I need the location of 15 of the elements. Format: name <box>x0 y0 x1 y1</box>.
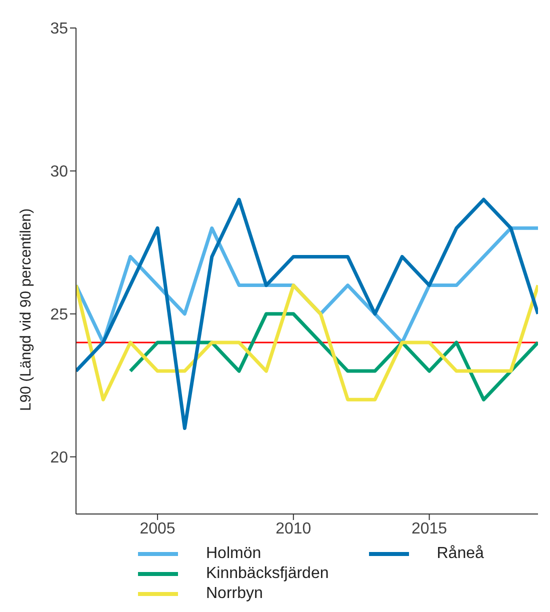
x-tick-label: 2005 <box>140 520 176 538</box>
line-series <box>128 312 538 402</box>
y-tick-label: 30 <box>50 164 68 181</box>
x-tick-label: 2015 <box>411 520 448 538</box>
x-tick-label: 2010 <box>276 520 312 538</box>
legend-label: Råneå <box>436 545 484 563</box>
y-tick-label: 25 <box>50 306 68 324</box>
legend-label: Kinnbäcksfjärden <box>206 565 329 583</box>
y-axis-title: L90 (Längd vid 90 percentilen) <box>17 208 34 411</box>
y-tick-label: 35 <box>50 20 68 38</box>
line-series <box>76 284 538 402</box>
line-series <box>76 198 538 430</box>
legend-label: Holmön <box>206 545 262 563</box>
y-tick-label: 20 <box>50 450 68 467</box>
legend-label: Norrbyn <box>206 585 263 603</box>
